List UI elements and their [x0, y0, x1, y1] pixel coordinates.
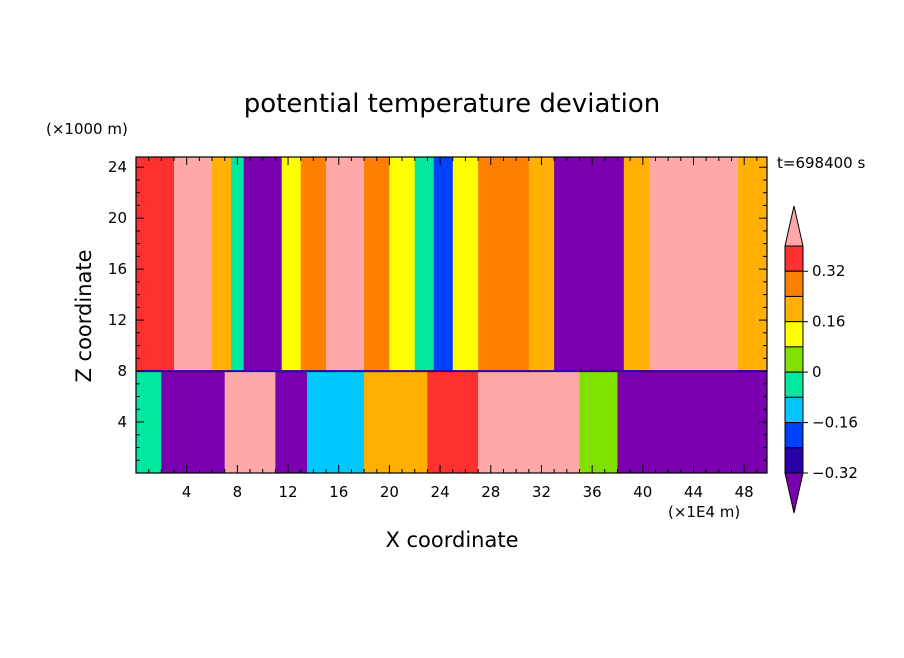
lower-band: [161, 371, 226, 473]
upper-band: [243, 157, 283, 372]
upper-band: [554, 157, 625, 372]
upper-band: [528, 157, 555, 372]
upper-band: [452, 157, 479, 372]
colorbar-label: 0.32: [812, 262, 845, 280]
x-tick-label: 28: [481, 483, 500, 501]
upper-band: [737, 157, 767, 372]
colorbar-box: [784, 371, 804, 398]
colorbar-extend-high: [784, 205, 804, 247]
y-tick-label: 4: [117, 413, 127, 431]
upper-band: [478, 157, 530, 372]
colorbar-box: [784, 270, 804, 297]
upper-band: [300, 157, 327, 372]
lower-band: [579, 371, 618, 473]
x-tick-label: 40: [633, 483, 652, 501]
x-tick-label: 32: [532, 483, 551, 501]
x-tick-label: 16: [329, 483, 348, 501]
colorbar-box: [784, 245, 804, 272]
colorbar-box: [784, 396, 804, 424]
lower-layer-field: [136, 371, 767, 473]
lower-band: [307, 371, 365, 473]
colorbar-label: −0.16: [812, 414, 858, 432]
colorbar-label: 0: [812, 363, 822, 381]
x-tick-label: 12: [279, 483, 298, 501]
lower-band: [364, 371, 428, 473]
colorbar-box: [784, 422, 804, 449]
colorbar-box: [784, 295, 804, 323]
colorbar-box: [784, 346, 804, 373]
x-axis-label: X coordinate: [385, 528, 518, 552]
upper-band: [281, 157, 302, 372]
plot-frame: [135, 156, 768, 474]
x-tick-label: 24: [431, 483, 450, 501]
colorbar-box: [784, 321, 804, 348]
x-axis-ticks: 4 8 12 16 20 24 28 32 36 40 44 48: [148, 157, 758, 501]
upper-band: [649, 157, 739, 372]
x-unit-label: (×1E4 m): [668, 503, 740, 521]
upper-band: [231, 157, 245, 372]
y-tick-label: 24: [108, 158, 127, 176]
lower-band: [224, 371, 276, 473]
y-axis-ticks: 4 8 12 16 20 24: [108, 158, 767, 461]
lower-band: [427, 371, 479, 473]
upper-band: [136, 157, 175, 372]
x-tick-label: 48: [735, 483, 754, 501]
colorbar-label: 0.16: [812, 313, 845, 331]
upper-band: [623, 157, 650, 372]
chart-title: potential temperature deviation: [244, 89, 660, 119]
time-label: t=698400 s: [777, 154, 865, 172]
upper-band: [414, 157, 435, 372]
upper-band: [389, 157, 416, 372]
colorbar-box: [784, 447, 804, 474]
y-tick-label: 8: [117, 362, 127, 380]
colorbar-extend-low: [784, 472, 804, 514]
x-tick-label: 4: [182, 483, 192, 501]
lower-band: [617, 371, 767, 473]
upper-band: [326, 157, 365, 372]
upper-band: [364, 157, 390, 372]
upper-band: [174, 157, 213, 372]
x-tick-label: 36: [583, 483, 602, 501]
y-tick-label: 12: [108, 311, 127, 329]
x-tick-label: 20: [380, 483, 399, 501]
colorbar-legend: 0.32 0.16 0 −0.16 −0.32: [784, 205, 858, 514]
lower-band: [478, 371, 580, 473]
y-tick-label: 16: [108, 260, 127, 278]
x-tick-label: 44: [684, 483, 703, 501]
x-tick-label: 8: [233, 483, 243, 501]
y-unit-label: (×1000 m): [46, 120, 128, 138]
upper-band: [433, 157, 454, 372]
lower-band: [275, 371, 308, 473]
upper-layer-field: [136, 157, 767, 372]
upper-band: [212, 157, 232, 372]
y-axis-label: Z coordinate: [72, 249, 96, 382]
colorbar-label: −0.32: [812, 464, 858, 482]
y-tick-label: 20: [108, 209, 127, 227]
